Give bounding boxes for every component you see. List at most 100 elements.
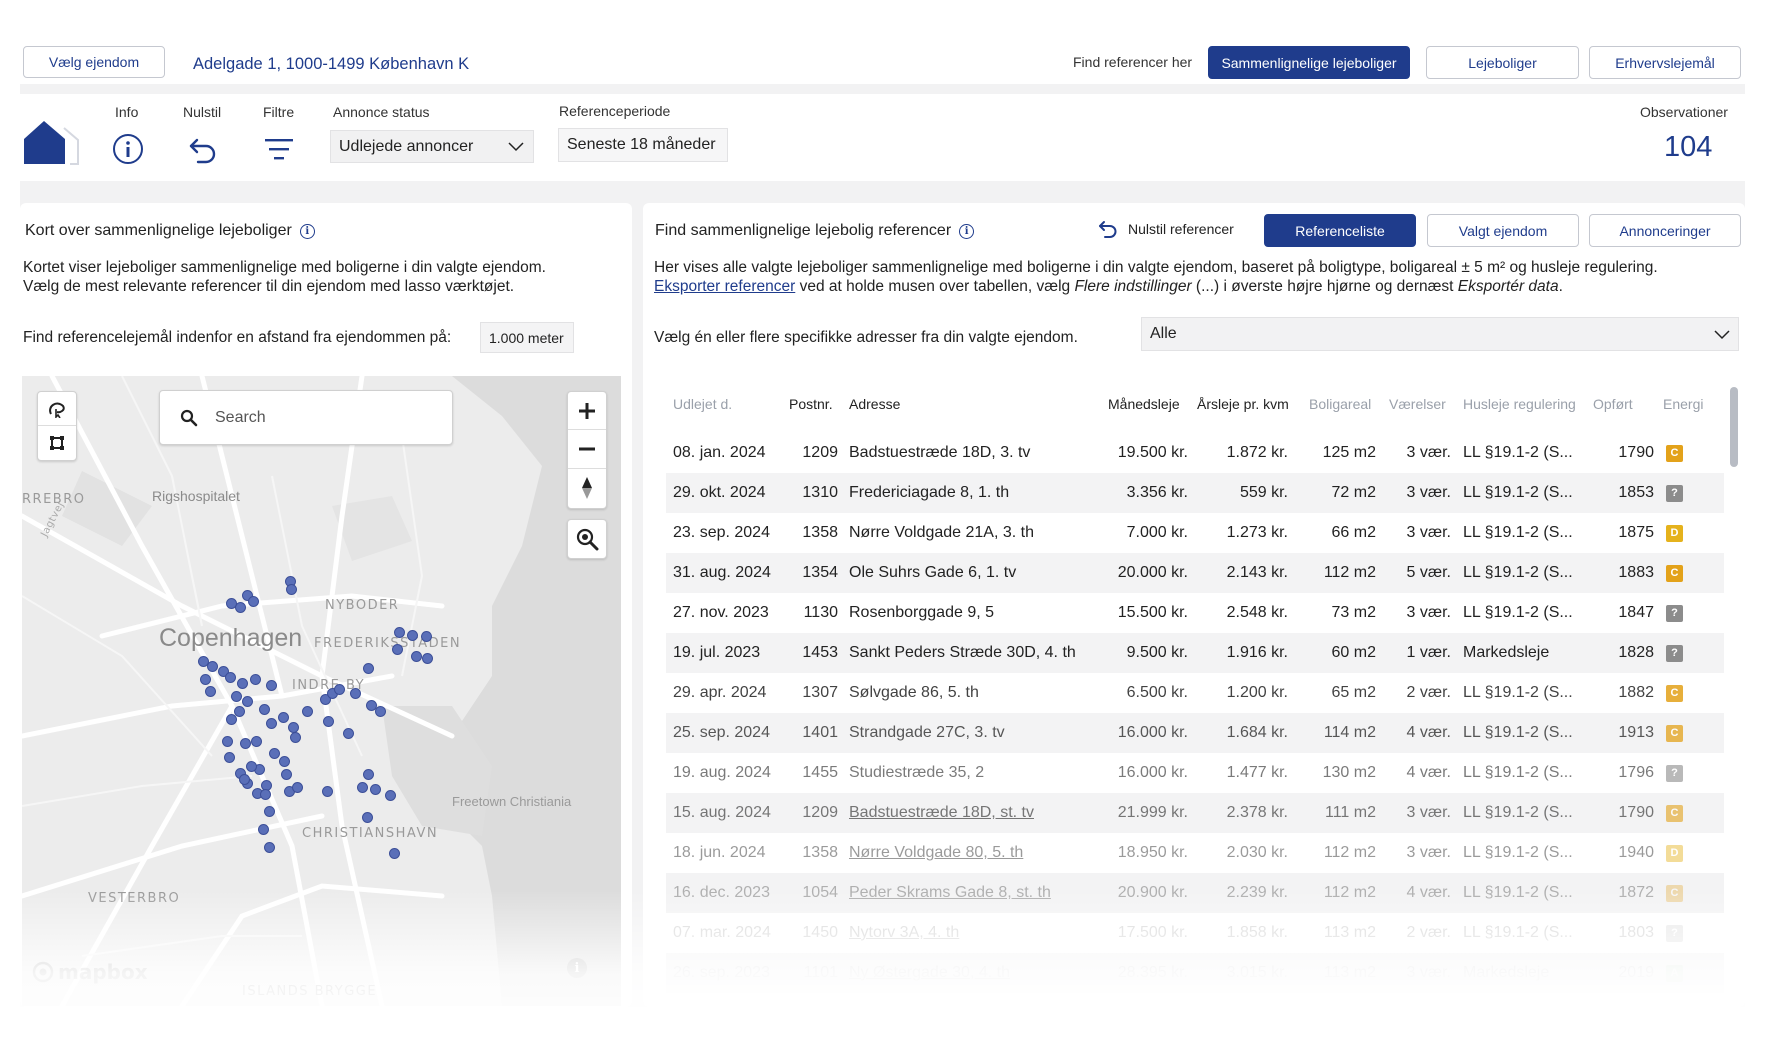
tab-comparable-rentals[interactable]: Sammenlignelige lejeboliger xyxy=(1208,46,1410,79)
table-row[interactable]: 19. jul. 2023 1453 Sankt Peders Stræde 30D… xyxy=(666,633,1724,673)
table-scrollbar[interactable] xyxy=(1730,387,1738,467)
map-marker[interactable] xyxy=(375,706,386,717)
map-marker[interactable] xyxy=(264,806,275,817)
map-marker[interactable] xyxy=(421,631,432,642)
map-marker[interactable] xyxy=(320,694,331,705)
tab-rentals[interactable]: Lejeboliger xyxy=(1426,46,1579,79)
map-marker[interactable] xyxy=(207,661,218,672)
map-marker[interactable] xyxy=(266,680,277,691)
map-marker[interactable] xyxy=(225,672,236,683)
map-marker[interactable] xyxy=(226,598,237,609)
table-row[interactable]: 15. aug. 2024 1209 Badstuestræde 18D, st. … xyxy=(666,793,1724,833)
column-header-built[interactable]: Opført xyxy=(1593,396,1633,412)
map-marker[interactable] xyxy=(281,769,292,780)
map-marker[interactable] xyxy=(278,712,289,723)
map-marker[interactable] xyxy=(350,688,361,699)
map-marker[interactable] xyxy=(363,769,374,780)
map-marker[interactable] xyxy=(240,738,251,749)
map-attribution-icon[interactable]: i xyxy=(567,958,587,978)
filter-icon[interactable] xyxy=(261,131,297,167)
map-marker[interactable] xyxy=(279,756,290,767)
compass-icon[interactable] xyxy=(568,469,606,508)
table-row[interactable]: 23. sep. 2024 1358 Nørre Voldgade 21A, 3. … xyxy=(666,513,1724,553)
info-icon[interactable] xyxy=(110,131,146,167)
map-marker[interactable] xyxy=(200,674,211,685)
map-marker[interactable] xyxy=(385,790,396,801)
table-row[interactable]: 25. sep. 2024 1401 Strandgade 27C, 3. tv 16… xyxy=(666,713,1724,753)
map-marker[interactable] xyxy=(363,663,374,674)
map-marker[interactable] xyxy=(218,666,229,677)
lasso-icon[interactable] xyxy=(38,392,76,427)
info-icon[interactable]: i xyxy=(959,223,975,239)
map-marker[interactable] xyxy=(302,706,313,717)
map-marker[interactable] xyxy=(334,684,345,695)
map-marker[interactable] xyxy=(323,716,334,727)
map-marker[interactable] xyxy=(269,748,280,759)
reset-references-button[interactable]: Nulstil referencer xyxy=(1098,219,1234,239)
map-marker[interactable] xyxy=(290,732,301,743)
map-marker[interactable] xyxy=(239,774,250,785)
cell-address[interactable]: Nørre Voldgade 80, 5. th xyxy=(849,833,1099,873)
column-header-area[interactable]: Boligareal xyxy=(1309,396,1372,412)
tab-selected-property[interactable]: Valgt ejendom xyxy=(1427,214,1579,247)
column-header-energy[interactable]: Energi xyxy=(1663,396,1704,412)
map-marker[interactable] xyxy=(258,824,269,835)
tab-advertisements[interactable]: Annonceringer xyxy=(1589,214,1741,247)
column-header-rooms[interactable]: Værelser xyxy=(1389,396,1446,412)
period-select[interactable]: Seneste 18 måneder xyxy=(558,128,728,162)
table-row[interactable]: 19. aug. 2024 1455 Studiestræde 35, 2 16.00… xyxy=(666,753,1724,793)
map-marker[interactable] xyxy=(222,736,233,747)
table-row[interactable]: 16. dec. 2023 1054 Peder Skrams Gade 8, st… xyxy=(666,873,1724,913)
zoom-to-selection-icon[interactable] xyxy=(567,519,607,559)
map-marker[interactable] xyxy=(205,686,216,697)
table-row[interactable]: 26. sep. 2023 1101 Ny Østergade 30, 4. th 2… xyxy=(666,953,1724,993)
map-marker[interactable] xyxy=(362,812,373,823)
map-marker[interactable] xyxy=(286,584,297,595)
cell-address[interactable]: Nytorv 3A, 4. th xyxy=(849,913,1099,953)
map[interactable]: RREBRO Jagtvej Rigshospitalet NYBODER Co… xyxy=(22,376,621,1006)
map-search-box[interactable]: Search xyxy=(159,390,453,445)
column-header-address[interactable]: Adresse xyxy=(849,396,901,412)
map-marker[interactable] xyxy=(357,782,368,793)
table-row[interactable]: 18. jun. 2024 1358 Nørre Voldgade 80, 5. t… xyxy=(666,833,1724,873)
map-marker[interactable] xyxy=(234,706,245,717)
map-marker[interactable] xyxy=(224,752,235,763)
home-icon[interactable] xyxy=(22,118,80,166)
map-marker[interactable] xyxy=(366,700,377,711)
map-marker[interactable] xyxy=(343,728,354,739)
cell-address[interactable]: Badstuestræde 18D, st. tv xyxy=(849,793,1099,833)
table-row[interactable]: 31. aug. 2024 1354 Ole Suhrs Gade 6, 1. tv… xyxy=(666,553,1724,593)
info-icon[interactable]: i xyxy=(299,223,315,239)
undo-icon[interactable] xyxy=(185,131,221,167)
zoom-in-icon[interactable] xyxy=(568,392,606,431)
map-marker[interactable] xyxy=(235,602,246,613)
export-references-link[interactable]: Eksporter referencer xyxy=(654,278,796,295)
cell-address[interactable]: Peder Skrams Gade 8, st. th xyxy=(849,873,1099,913)
address-filter-select[interactable]: Alle xyxy=(1141,317,1739,351)
map-marker[interactable] xyxy=(248,596,259,607)
map-marker[interactable] xyxy=(259,704,270,715)
tab-commercial-leases[interactable]: Erhvervslejemål xyxy=(1589,46,1741,79)
column-header-zip[interactable]: Postnr. xyxy=(789,396,833,412)
table-row[interactable]: 29. okt. 2024 1310 Fredericiagade 8, 1. th… xyxy=(666,473,1724,513)
map-marker[interactable] xyxy=(242,590,253,601)
column-header-rented-date[interactable]: Udlejet d. xyxy=(673,396,733,412)
choose-property-button[interactable]: Vælg ejendom xyxy=(23,46,165,78)
cell-address[interactable]: Ny Østergade 30, 4. th xyxy=(849,953,1099,993)
table-row[interactable]: 27. nov. 2023 1130 Rosenborggade 9, 5 15.50… xyxy=(666,593,1724,633)
map-marker[interactable] xyxy=(231,691,242,702)
map-marker[interactable] xyxy=(246,761,257,772)
map-marker[interactable] xyxy=(389,848,400,859)
polygon-select-icon[interactable] xyxy=(38,426,76,460)
map-marker[interactable] xyxy=(394,627,405,638)
map-marker[interactable] xyxy=(237,678,248,689)
ad-status-select[interactable]: Udlejede annoncer xyxy=(330,130,534,163)
map-search-input[interactable]: Search xyxy=(215,408,266,426)
map-marker[interactable] xyxy=(226,714,237,725)
zoom-out-icon[interactable] xyxy=(568,430,606,469)
map-marker[interactable] xyxy=(370,784,381,795)
map-marker[interactable] xyxy=(322,786,333,797)
table-row[interactable]: 29. apr. 2024 1307 Sølvgade 86, 5. th 6.500… xyxy=(666,673,1724,713)
map-marker[interactable] xyxy=(242,696,253,707)
column-header-yearly-rent-per-sqm[interactable]: Årsleje pr. kvm xyxy=(1197,396,1289,412)
